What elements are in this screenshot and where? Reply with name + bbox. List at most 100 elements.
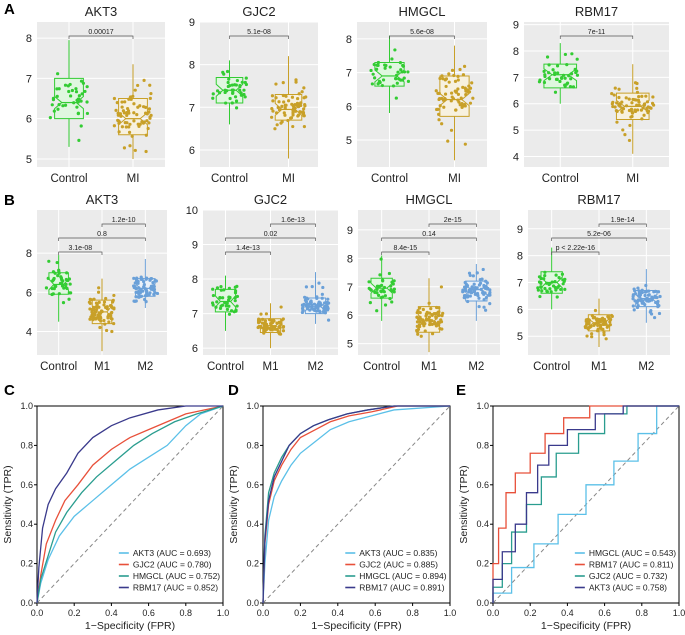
data-point [609, 313, 614, 318]
data-point [99, 309, 104, 313]
y-tick-label: 8 [517, 251, 523, 263]
panel-label-c: C [4, 382, 15, 399]
data-point [124, 125, 128, 129]
data-point [602, 330, 606, 334]
data-point [231, 91, 235, 95]
x-tick-label: M1 [94, 361, 110, 373]
data-point [633, 81, 638, 85]
data-point [390, 57, 394, 61]
y-tick-label: 5 [26, 154, 32, 166]
y-tick-label: 9 [189, 17, 195, 29]
data-point [269, 324, 274, 328]
significance-bracket: 0.8 [58, 231, 146, 241]
bracket-line [559, 35, 634, 39]
significance-bracket: 3.1e-08 [58, 245, 103, 255]
data-point [447, 80, 451, 84]
x-tick-label: 0.6 [598, 608, 611, 618]
data-point [50, 286, 54, 291]
bracket-line [58, 237, 146, 241]
data-point [646, 111, 650, 115]
data-point [447, 72, 451, 76]
legend-label: GJC2 (AUC = 0.732) [589, 571, 668, 581]
legend-label: AKT3 (AUC = 0.693) [133, 548, 211, 558]
panel-label-a: A [4, 1, 15, 18]
data-point [458, 67, 462, 72]
y-tick-label: 5 [347, 339, 353, 351]
data-point [430, 319, 434, 323]
data-point [653, 294, 657, 298]
data-point [459, 96, 463, 100]
data-point [637, 289, 641, 293]
data-point [462, 64, 467, 68]
box-control [211, 60, 248, 125]
data-point [57, 103, 61, 107]
y-tick-label: 4 [26, 326, 32, 338]
data-point [315, 296, 319, 300]
data-point [547, 63, 551, 67]
data-point [481, 267, 485, 272]
data-point [471, 96, 475, 100]
data-point [239, 93, 243, 97]
data-point [93, 310, 97, 314]
data-point [97, 300, 101, 304]
data-point [396, 70, 400, 74]
data-point [296, 96, 300, 101]
chart-title: HMGCL [406, 192, 453, 207]
data-point [423, 329, 427, 333]
data-point [130, 134, 134, 138]
data-point [262, 331, 266, 335]
data-point [59, 275, 63, 279]
data-point [415, 329, 419, 333]
data-point [290, 102, 294, 106]
data-point [53, 284, 57, 288]
data-point [454, 90, 458, 94]
data-point [643, 293, 647, 298]
chart-title: RBM17 [575, 4, 618, 19]
legend-label: RBM17 (AUC = 0.811) [589, 560, 674, 570]
data-point [477, 283, 482, 287]
data-point [369, 68, 373, 73]
data-point [553, 280, 557, 284]
data-point [274, 111, 279, 115]
data-point [639, 108, 643, 112]
data-point [62, 286, 66, 290]
legend-item: RBM17 (AUC = 0.852) [118, 583, 218, 593]
data-point [79, 124, 83, 128]
data-point [326, 318, 331, 322]
data-point [47, 259, 51, 263]
data-point [260, 321, 264, 325]
p-value-label: 0.14 [422, 231, 436, 238]
data-point [461, 290, 465, 294]
data-point [294, 109, 298, 113]
y-tick-label: 8 [26, 248, 32, 260]
data-point [125, 113, 129, 117]
data-point [635, 108, 640, 112]
data-point [127, 130, 132, 134]
data-point [488, 293, 492, 297]
data-point [381, 78, 386, 82]
data-point [480, 277, 484, 281]
data-point [291, 124, 295, 129]
data-point [636, 98, 641, 102]
data-point [273, 325, 277, 329]
data-point [583, 325, 588, 330]
data-point [222, 288, 226, 292]
data-point [632, 308, 636, 312]
data-point [656, 305, 660, 309]
x-tick-label: 0.0 [257, 608, 270, 618]
data-point [585, 334, 589, 338]
data-point [647, 299, 651, 303]
y-tick-label: 9 [513, 20, 519, 32]
data-point [320, 296, 324, 300]
data-point [538, 294, 542, 299]
data-point [440, 96, 444, 101]
data-point [653, 315, 657, 320]
box-chart-b-hmgcl: 5 6 7 8 9 HMGCL Control M1 M2 2e-15 0.14 8.4e-15 [347, 192, 500, 373]
x-tick-label: 0.4 [332, 608, 345, 618]
data-point [614, 109, 618, 113]
data-point [379, 257, 383, 261]
data-point [219, 288, 223, 292]
data-point [649, 106, 653, 110]
data-point [653, 289, 658, 293]
data-point [264, 312, 268, 316]
